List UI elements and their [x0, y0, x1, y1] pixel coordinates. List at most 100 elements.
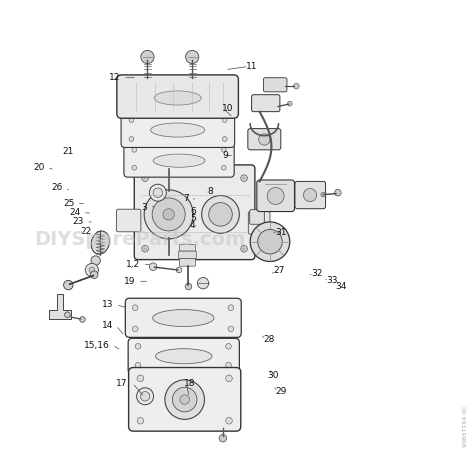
- Text: 31: 31: [276, 228, 287, 237]
- Circle shape: [303, 189, 317, 201]
- Circle shape: [226, 344, 231, 349]
- Text: 25: 25: [63, 199, 74, 208]
- Text: 9065T164 0C: 9065T164 0C: [463, 405, 468, 447]
- FancyBboxPatch shape: [250, 210, 264, 224]
- Text: 34: 34: [335, 282, 346, 291]
- Circle shape: [293, 83, 299, 89]
- Ellipse shape: [153, 310, 214, 327]
- Ellipse shape: [155, 349, 212, 364]
- Circle shape: [228, 305, 234, 310]
- Circle shape: [226, 418, 232, 424]
- Circle shape: [163, 209, 174, 220]
- Text: 26: 26: [51, 183, 63, 192]
- Circle shape: [132, 165, 137, 170]
- FancyBboxPatch shape: [117, 75, 238, 118]
- Circle shape: [176, 267, 182, 273]
- Circle shape: [173, 387, 197, 412]
- Circle shape: [201, 196, 239, 233]
- Text: 15,16: 15,16: [84, 341, 110, 350]
- Circle shape: [185, 283, 192, 290]
- FancyBboxPatch shape: [179, 251, 197, 259]
- Polygon shape: [48, 294, 71, 319]
- Text: 1,2: 1,2: [126, 260, 140, 269]
- Text: 22: 22: [81, 227, 92, 236]
- Circle shape: [142, 175, 148, 182]
- Text: 13: 13: [102, 301, 114, 310]
- Text: 18: 18: [184, 379, 196, 388]
- Text: 20: 20: [33, 163, 45, 172]
- Text: 8: 8: [208, 187, 213, 196]
- Circle shape: [137, 418, 144, 424]
- Circle shape: [141, 50, 154, 64]
- Text: 21: 21: [63, 147, 74, 156]
- Circle shape: [221, 165, 226, 170]
- FancyBboxPatch shape: [124, 144, 234, 177]
- FancyBboxPatch shape: [248, 211, 270, 234]
- Circle shape: [222, 118, 227, 122]
- Circle shape: [85, 264, 99, 277]
- FancyBboxPatch shape: [257, 180, 294, 211]
- Text: 27: 27: [274, 266, 285, 275]
- Circle shape: [258, 229, 282, 254]
- Text: 6: 6: [190, 207, 196, 216]
- Text: 4: 4: [190, 221, 195, 230]
- Text: 12: 12: [109, 73, 120, 82]
- Text: 28: 28: [263, 335, 274, 344]
- Circle shape: [321, 192, 326, 197]
- FancyBboxPatch shape: [180, 245, 196, 251]
- Circle shape: [129, 137, 134, 141]
- Circle shape: [132, 147, 137, 152]
- Circle shape: [226, 362, 231, 368]
- Text: 3: 3: [142, 203, 147, 212]
- Circle shape: [153, 188, 163, 197]
- Text: 19: 19: [124, 277, 136, 286]
- FancyBboxPatch shape: [134, 165, 255, 260]
- Circle shape: [89, 267, 95, 273]
- Text: 10: 10: [222, 104, 233, 113]
- Ellipse shape: [154, 91, 201, 105]
- FancyBboxPatch shape: [117, 209, 141, 232]
- Text: 9: 9: [222, 151, 228, 160]
- Text: 11: 11: [246, 62, 258, 71]
- Circle shape: [149, 184, 166, 201]
- Text: 24: 24: [69, 208, 81, 217]
- Circle shape: [241, 246, 247, 252]
- Circle shape: [142, 246, 148, 252]
- Circle shape: [91, 256, 100, 265]
- Circle shape: [132, 305, 138, 310]
- Circle shape: [250, 222, 290, 262]
- Circle shape: [91, 271, 98, 278]
- Ellipse shape: [153, 154, 205, 167]
- FancyBboxPatch shape: [155, 156, 187, 173]
- Circle shape: [287, 101, 292, 106]
- Circle shape: [197, 277, 209, 289]
- Circle shape: [267, 188, 284, 204]
- Circle shape: [219, 435, 227, 442]
- FancyBboxPatch shape: [128, 367, 241, 431]
- FancyBboxPatch shape: [264, 78, 287, 92]
- Text: 23: 23: [73, 218, 84, 227]
- Circle shape: [186, 50, 199, 64]
- FancyBboxPatch shape: [252, 95, 280, 112]
- Circle shape: [140, 392, 150, 401]
- Circle shape: [152, 198, 185, 231]
- Circle shape: [259, 134, 270, 145]
- FancyBboxPatch shape: [295, 182, 326, 209]
- Circle shape: [137, 388, 154, 405]
- Circle shape: [241, 175, 247, 182]
- Ellipse shape: [91, 231, 109, 254]
- Circle shape: [149, 263, 157, 271]
- Text: DIYSpareParts.com: DIYSpareParts.com: [35, 230, 246, 249]
- Text: 30: 30: [268, 371, 279, 380]
- Circle shape: [64, 280, 73, 290]
- Circle shape: [226, 375, 232, 382]
- FancyBboxPatch shape: [125, 298, 241, 337]
- Circle shape: [209, 202, 232, 226]
- Text: 14: 14: [102, 321, 114, 330]
- Circle shape: [165, 380, 204, 419]
- Circle shape: [222, 137, 227, 141]
- Text: 29: 29: [276, 387, 287, 396]
- FancyBboxPatch shape: [248, 128, 281, 150]
- Circle shape: [132, 326, 138, 332]
- Circle shape: [135, 344, 141, 349]
